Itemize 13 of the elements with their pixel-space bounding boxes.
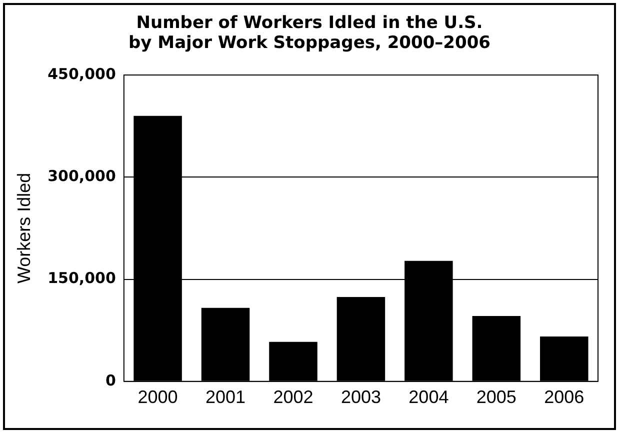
y-tick-label: 0 — [105, 371, 116, 390]
y-tick-label: 300,000 — [48, 167, 116, 186]
x-tick-label: 2006 — [544, 387, 584, 408]
x-tick-label: 2000 — [138, 387, 178, 408]
x-tick-label: 2005 — [476, 387, 516, 408]
x-tick-label: 2001 — [205, 387, 246, 408]
x-tick-label: 2002 — [273, 387, 314, 408]
x-tick-label: 2004 — [408, 387, 449, 408]
y-axis-title: Workers Idled — [14, 172, 34, 284]
chart-title: Number of Workers Idled in the U.S. by Major Work Stoppages, 2000–2006 — [128, 13, 492, 53]
x-tick-label: 2003 — [340, 387, 381, 408]
y-tick-label: 450,000 — [48, 64, 116, 83]
y-tick-label: 150,000 — [48, 269, 116, 288]
